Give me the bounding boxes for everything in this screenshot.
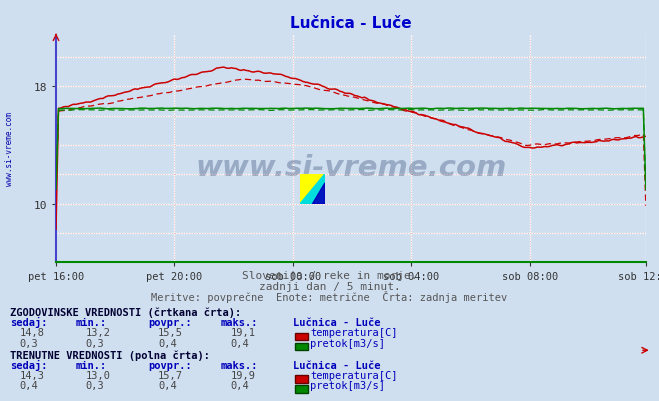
Text: 0,3: 0,3 xyxy=(20,338,38,348)
Text: 0,4: 0,4 xyxy=(231,338,249,348)
Text: pretok[m3/s]: pretok[m3/s] xyxy=(310,338,386,348)
Text: pretok[m3/s]: pretok[m3/s] xyxy=(310,380,386,390)
Text: 0,4: 0,4 xyxy=(158,338,177,348)
Text: sedaj:: sedaj: xyxy=(10,359,47,370)
Text: ZGODOVINSKE VREDNOSTI (črtkana črta):: ZGODOVINSKE VREDNOSTI (črtkana črta): xyxy=(10,306,241,317)
Text: min.:: min.: xyxy=(76,318,107,328)
Text: www.si-vreme.com: www.si-vreme.com xyxy=(5,111,14,185)
Text: 0,3: 0,3 xyxy=(86,380,104,390)
Text: temperatura[C]: temperatura[C] xyxy=(310,370,398,380)
Text: min.:: min.: xyxy=(76,360,107,370)
Text: 0,4: 0,4 xyxy=(20,380,38,390)
Text: Lučnica - Luče: Lučnica - Luče xyxy=(293,318,381,328)
Text: maks.:: maks.: xyxy=(221,318,258,328)
Text: maks.:: maks.: xyxy=(221,360,258,370)
Text: 15,5: 15,5 xyxy=(158,328,183,338)
Text: 14,3: 14,3 xyxy=(20,370,45,380)
Text: www.si-vreme.com: www.si-vreme.com xyxy=(195,154,507,182)
Text: Lučnica - Luče: Lučnica - Luče xyxy=(293,360,381,370)
Text: temperatura[C]: temperatura[C] xyxy=(310,328,398,338)
Text: povpr.:: povpr.: xyxy=(148,318,192,328)
Text: 0,4: 0,4 xyxy=(158,380,177,390)
Text: povpr.:: povpr.: xyxy=(148,360,192,370)
Text: 14,8: 14,8 xyxy=(20,328,45,338)
Polygon shape xyxy=(312,184,325,205)
Text: 19,1: 19,1 xyxy=(231,328,256,338)
Title: Lučnica - Luče: Lučnica - Luče xyxy=(290,16,412,31)
Text: 0,3: 0,3 xyxy=(86,338,104,348)
Text: zadnji dan / 5 minut.: zadnji dan / 5 minut. xyxy=(258,282,401,292)
Text: TRENUTNE VREDNOSTI (polna črta):: TRENUTNE VREDNOSTI (polna črta): xyxy=(10,349,210,360)
Polygon shape xyxy=(300,174,325,205)
Text: Meritve: povprečne  Enote: metrične  Črta: zadnja meritev: Meritve: povprečne Enote: metrične Črta:… xyxy=(152,291,507,303)
Text: 13,2: 13,2 xyxy=(86,328,111,338)
Text: Slovenija / reke in morje.: Slovenija / reke in morje. xyxy=(242,271,417,281)
Text: 15,7: 15,7 xyxy=(158,370,183,380)
Text: sedaj:: sedaj: xyxy=(10,317,47,328)
Text: 0,4: 0,4 xyxy=(231,380,249,390)
Text: 19,9: 19,9 xyxy=(231,370,256,380)
Polygon shape xyxy=(300,174,325,205)
Text: 13,0: 13,0 xyxy=(86,370,111,380)
